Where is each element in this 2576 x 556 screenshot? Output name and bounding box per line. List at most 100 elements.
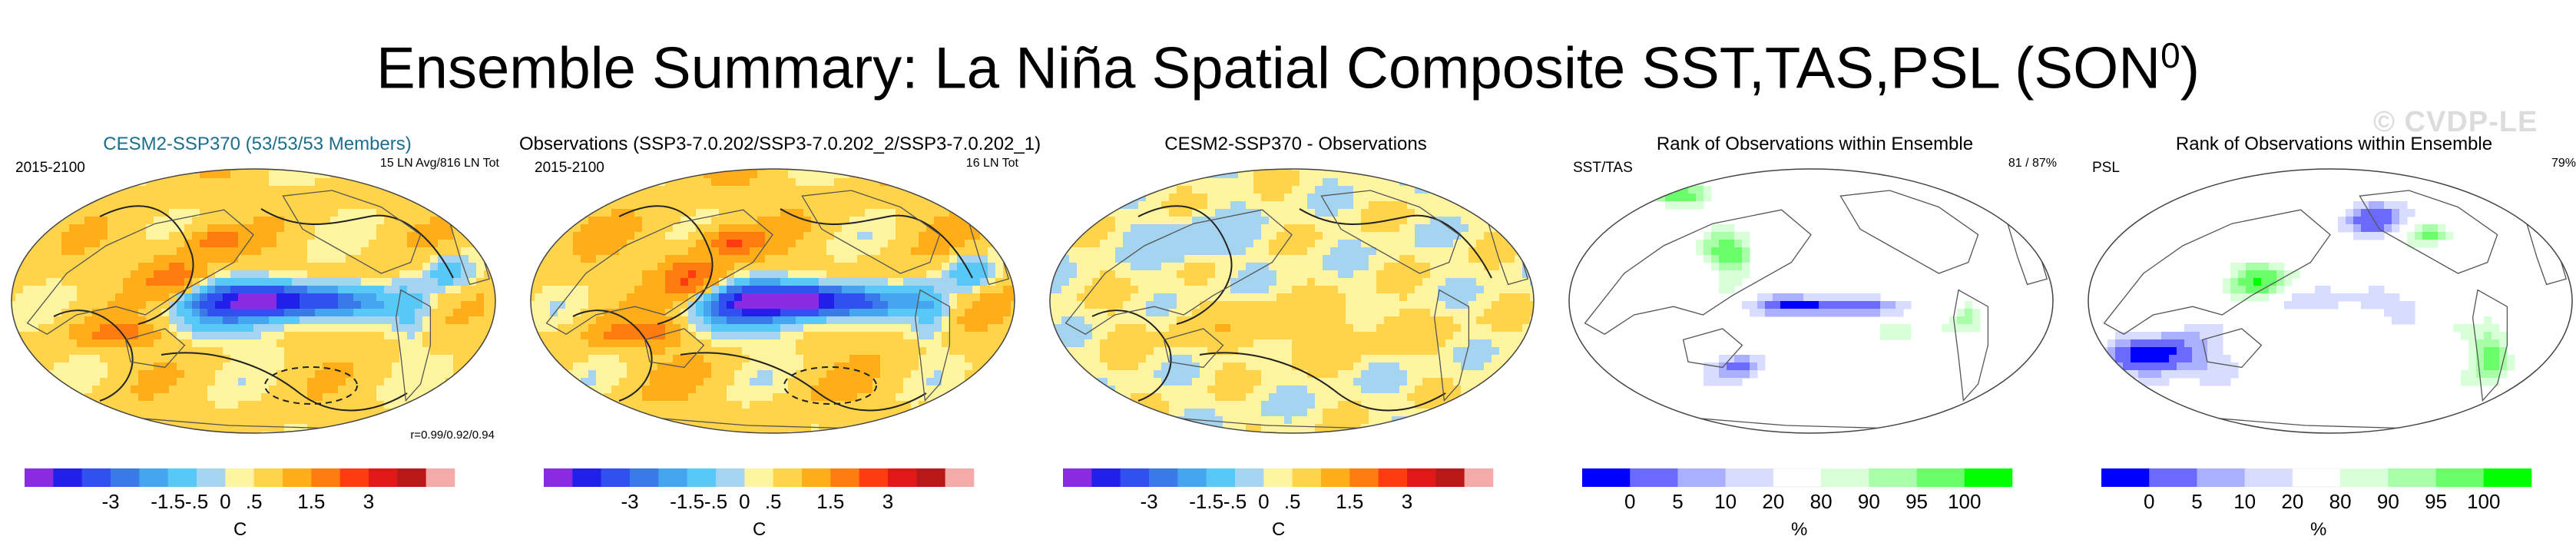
coastline	[1320, 190, 1460, 274]
observations-map	[530, 168, 1015, 434]
figure-title-superscript: 0	[2160, 35, 2180, 75]
colorbar-unit-label: %	[1791, 519, 1808, 540]
colorbar-bin	[53, 468, 82, 487]
colorbar-bin	[253, 468, 283, 487]
contour-line	[53, 309, 134, 402]
colorbar-bin	[1435, 468, 1465, 487]
colorbar-tick-label: 0	[1624, 490, 1635, 513]
coastline	[2201, 328, 2263, 369]
coastline	[124, 328, 186, 369]
map-border	[1049, 168, 1535, 434]
colorbar-bin	[311, 468, 340, 487]
rank-percent-label: 81 / 87%	[2008, 157, 2057, 170]
colorbar-bin	[888, 468, 917, 487]
colorbar-bin	[369, 468, 398, 487]
colorbar-tick-label: .5	[1284, 490, 1301, 513]
colorbar-bin	[1292, 468, 1322, 487]
colorbar-tick-label: -.5	[704, 490, 727, 513]
colorbar-tick-label: 0	[1258, 490, 1269, 513]
colorbar-tick-label: 1.5	[1336, 490, 1363, 513]
rank-percent-label: 79%	[2551, 157, 2576, 170]
colorbar-bin	[544, 468, 573, 487]
colorbar-unit-label: C	[753, 519, 767, 540]
colorbar-bin	[139, 468, 168, 487]
coastline	[644, 328, 705, 369]
coastline	[1682, 328, 1743, 369]
colorbar-bin	[830, 468, 859, 487]
colorbar-bin	[1235, 468, 1264, 487]
count-label: 15 LN Avg/816 LN Tot	[379, 157, 499, 170]
colorbar-bin	[2292, 468, 2341, 488]
colorbar-bin	[1091, 468, 1121, 487]
coastline	[1584, 209, 1812, 335]
colorbar-bin	[1869, 468, 1917, 487]
colorbar-bin	[658, 468, 687, 487]
colorbar-tick-label: 80	[1810, 490, 1833, 513]
figure-title-text: Ensemble Summary: La Niña Spatial Compos…	[376, 35, 2161, 101]
colorbar-bin	[2340, 468, 2389, 487]
colorbar-bin	[1177, 468, 1207, 487]
colorbar-tick-label: 95	[2425, 490, 2447, 513]
coastline	[395, 289, 432, 402]
coastline	[801, 190, 941, 274]
variable-label: SST/TAS	[1573, 160, 1633, 176]
colorbar: 0 5 10 20 80 90 95 100	[1582, 468, 2013, 513]
period-label: 2015-2100	[535, 160, 604, 176]
colorbar-bin	[630, 468, 659, 487]
coastline	[2103, 209, 2331, 335]
colorbar-bin	[1677, 468, 1726, 487]
model-map	[11, 168, 496, 434]
colorbar-unit-label: C	[1272, 519, 1286, 540]
contour-line	[572, 309, 653, 402]
colorbar-tick-label: 1.5	[816, 490, 844, 513]
watermark: © CVDP-LE	[2373, 106, 2538, 138]
colorbar: -3 -1.5 -.5 0 .5 1.5 3	[25, 468, 455, 513]
colorbar-bin	[916, 468, 945, 487]
colorbar-bin	[945, 468, 975, 487]
colorbar-bin	[1964, 468, 2013, 487]
contour-line	[618, 205, 714, 325]
colorbar-bin	[1582, 468, 1631, 487]
contour-line-negative	[783, 366, 877, 405]
colorbar-bin	[111, 468, 140, 487]
contour-line	[1137, 205, 1233, 325]
colorbar-bin	[397, 468, 426, 487]
colorbar-bin	[225, 468, 254, 487]
colorbar-bin	[1263, 468, 1293, 487]
coastline	[1433, 289, 1470, 402]
coastline	[282, 190, 422, 274]
contour-line-negative	[264, 366, 358, 405]
colorbar-bin	[81, 468, 111, 487]
coastline	[2359, 190, 2498, 274]
colorbar-tick-label: 90	[2377, 490, 2399, 513]
contour-line	[99, 205, 194, 325]
map-border	[2088, 168, 2573, 434]
colorbar-tick-label: .5	[246, 490, 263, 513]
colorbar-tick-label: 0	[2144, 490, 2154, 513]
panel-difference: CESM2-SSP370 - Observations -3 -1.5 -.5 0 .5…	[1038, 129, 1553, 556]
colorbar: -3 -1.5 -.5 0 .5 1.5 3	[544, 468, 975, 513]
colorbar-bin	[339, 468, 369, 487]
colorbar-bin	[1916, 468, 1965, 487]
colorbar-bin	[197, 468, 226, 487]
colorbar-bin	[572, 468, 601, 487]
colorbar-bin	[2197, 468, 2245, 487]
colorbar-bin	[283, 468, 312, 487]
colorbar-bin	[1773, 468, 1822, 488]
panel-title: Rank of Observations within Ensemble	[1656, 134, 1974, 154]
colorbar-bin	[167, 468, 197, 487]
colorbar-bin	[1821, 468, 1869, 487]
coastline	[1952, 289, 1989, 402]
colorbar-bin	[425, 468, 455, 487]
contour-line	[1299, 208, 1492, 279]
coastline	[914, 289, 951, 402]
colorbar-tick-label: -1.5	[1189, 490, 1223, 513]
colorbar-tick-label: -1.5	[670, 490, 704, 513]
coastline	[1065, 209, 1293, 335]
map-border	[1568, 168, 2054, 434]
colorbar-unit-label: %	[2310, 519, 2327, 540]
colorbar-tick-label: 1.5	[297, 490, 325, 513]
map-border	[11, 168, 496, 434]
colorbar-tick-label: 20	[1762, 490, 1784, 513]
colorbar-bin	[859, 468, 889, 487]
